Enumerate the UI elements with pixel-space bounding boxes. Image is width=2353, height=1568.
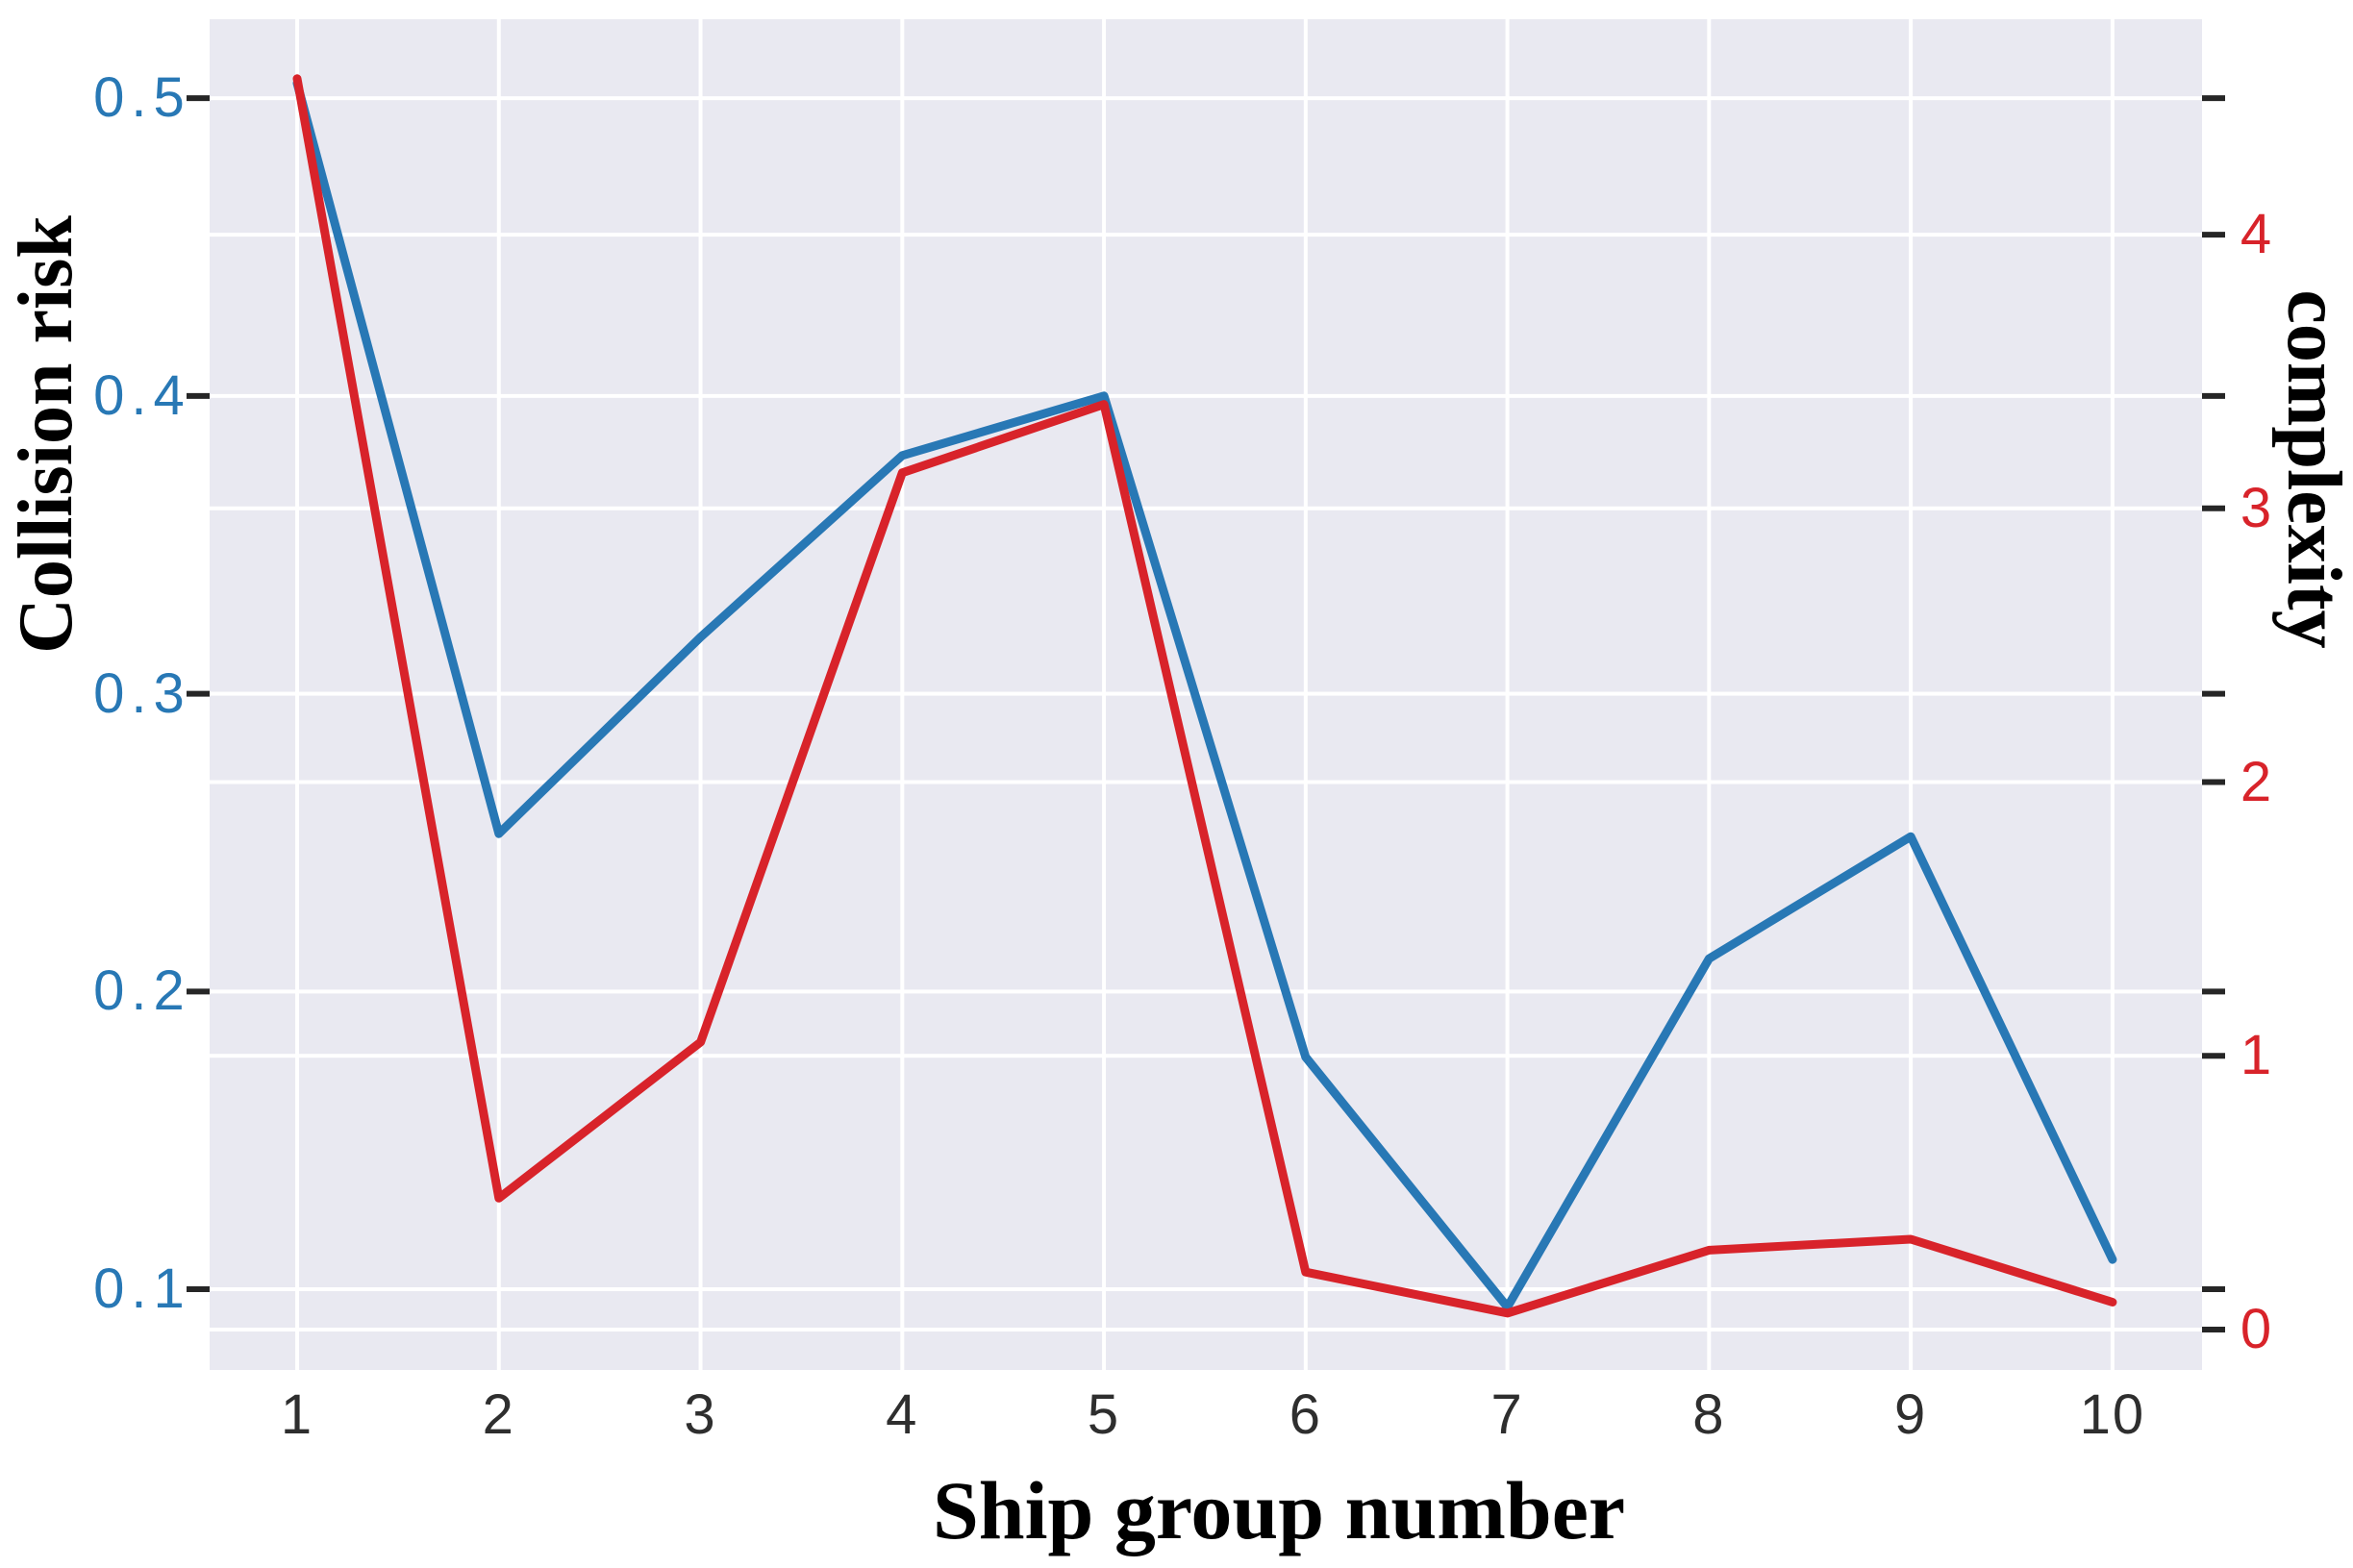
series-line-collision-risk	[292, 79, 2117, 1312]
x-tick-label: 5	[1087, 1383, 1121, 1446]
y-left-tick-label: 0.1	[93, 1257, 191, 1321]
x-tick-label: 3	[684, 1383, 717, 1446]
y-right-tick-label: 0	[2240, 1298, 2272, 1360]
x-tick-label: 6	[1289, 1383, 1322, 1446]
y-left-tick-label: 0.4	[93, 363, 191, 427]
y-right-tick-label: 1	[2240, 1024, 2272, 1087]
y-right-tick-label: 3	[2240, 476, 2272, 539]
y-left-tick-label: 0.2	[93, 959, 191, 1023]
x-tick-label: 9	[1893, 1383, 1928, 1446]
left-axis-title: Collision risk	[4, 215, 88, 654]
y-left-tick-label: 0.3	[93, 661, 191, 725]
x-tick-label: 4	[886, 1383, 919, 1446]
x-tick-label: 10	[2079, 1383, 2146, 1446]
series-line-complexity	[292, 74, 2117, 1318]
y-right-tick-label: 2	[2240, 750, 2272, 813]
x-tick-label: 7	[1490, 1383, 1524, 1446]
y-right-tick-label: 4	[2240, 203, 2272, 266]
x-tick-label: 8	[1692, 1383, 1726, 1446]
right-axis-title: complexity	[2271, 289, 2353, 649]
x-tick-label: 2	[482, 1383, 515, 1446]
x-axis-title: Ship group number	[932, 1464, 1626, 1556]
y-left-tick-label: 0.5	[93, 66, 191, 130]
x-tick-label: 1	[280, 1383, 314, 1446]
